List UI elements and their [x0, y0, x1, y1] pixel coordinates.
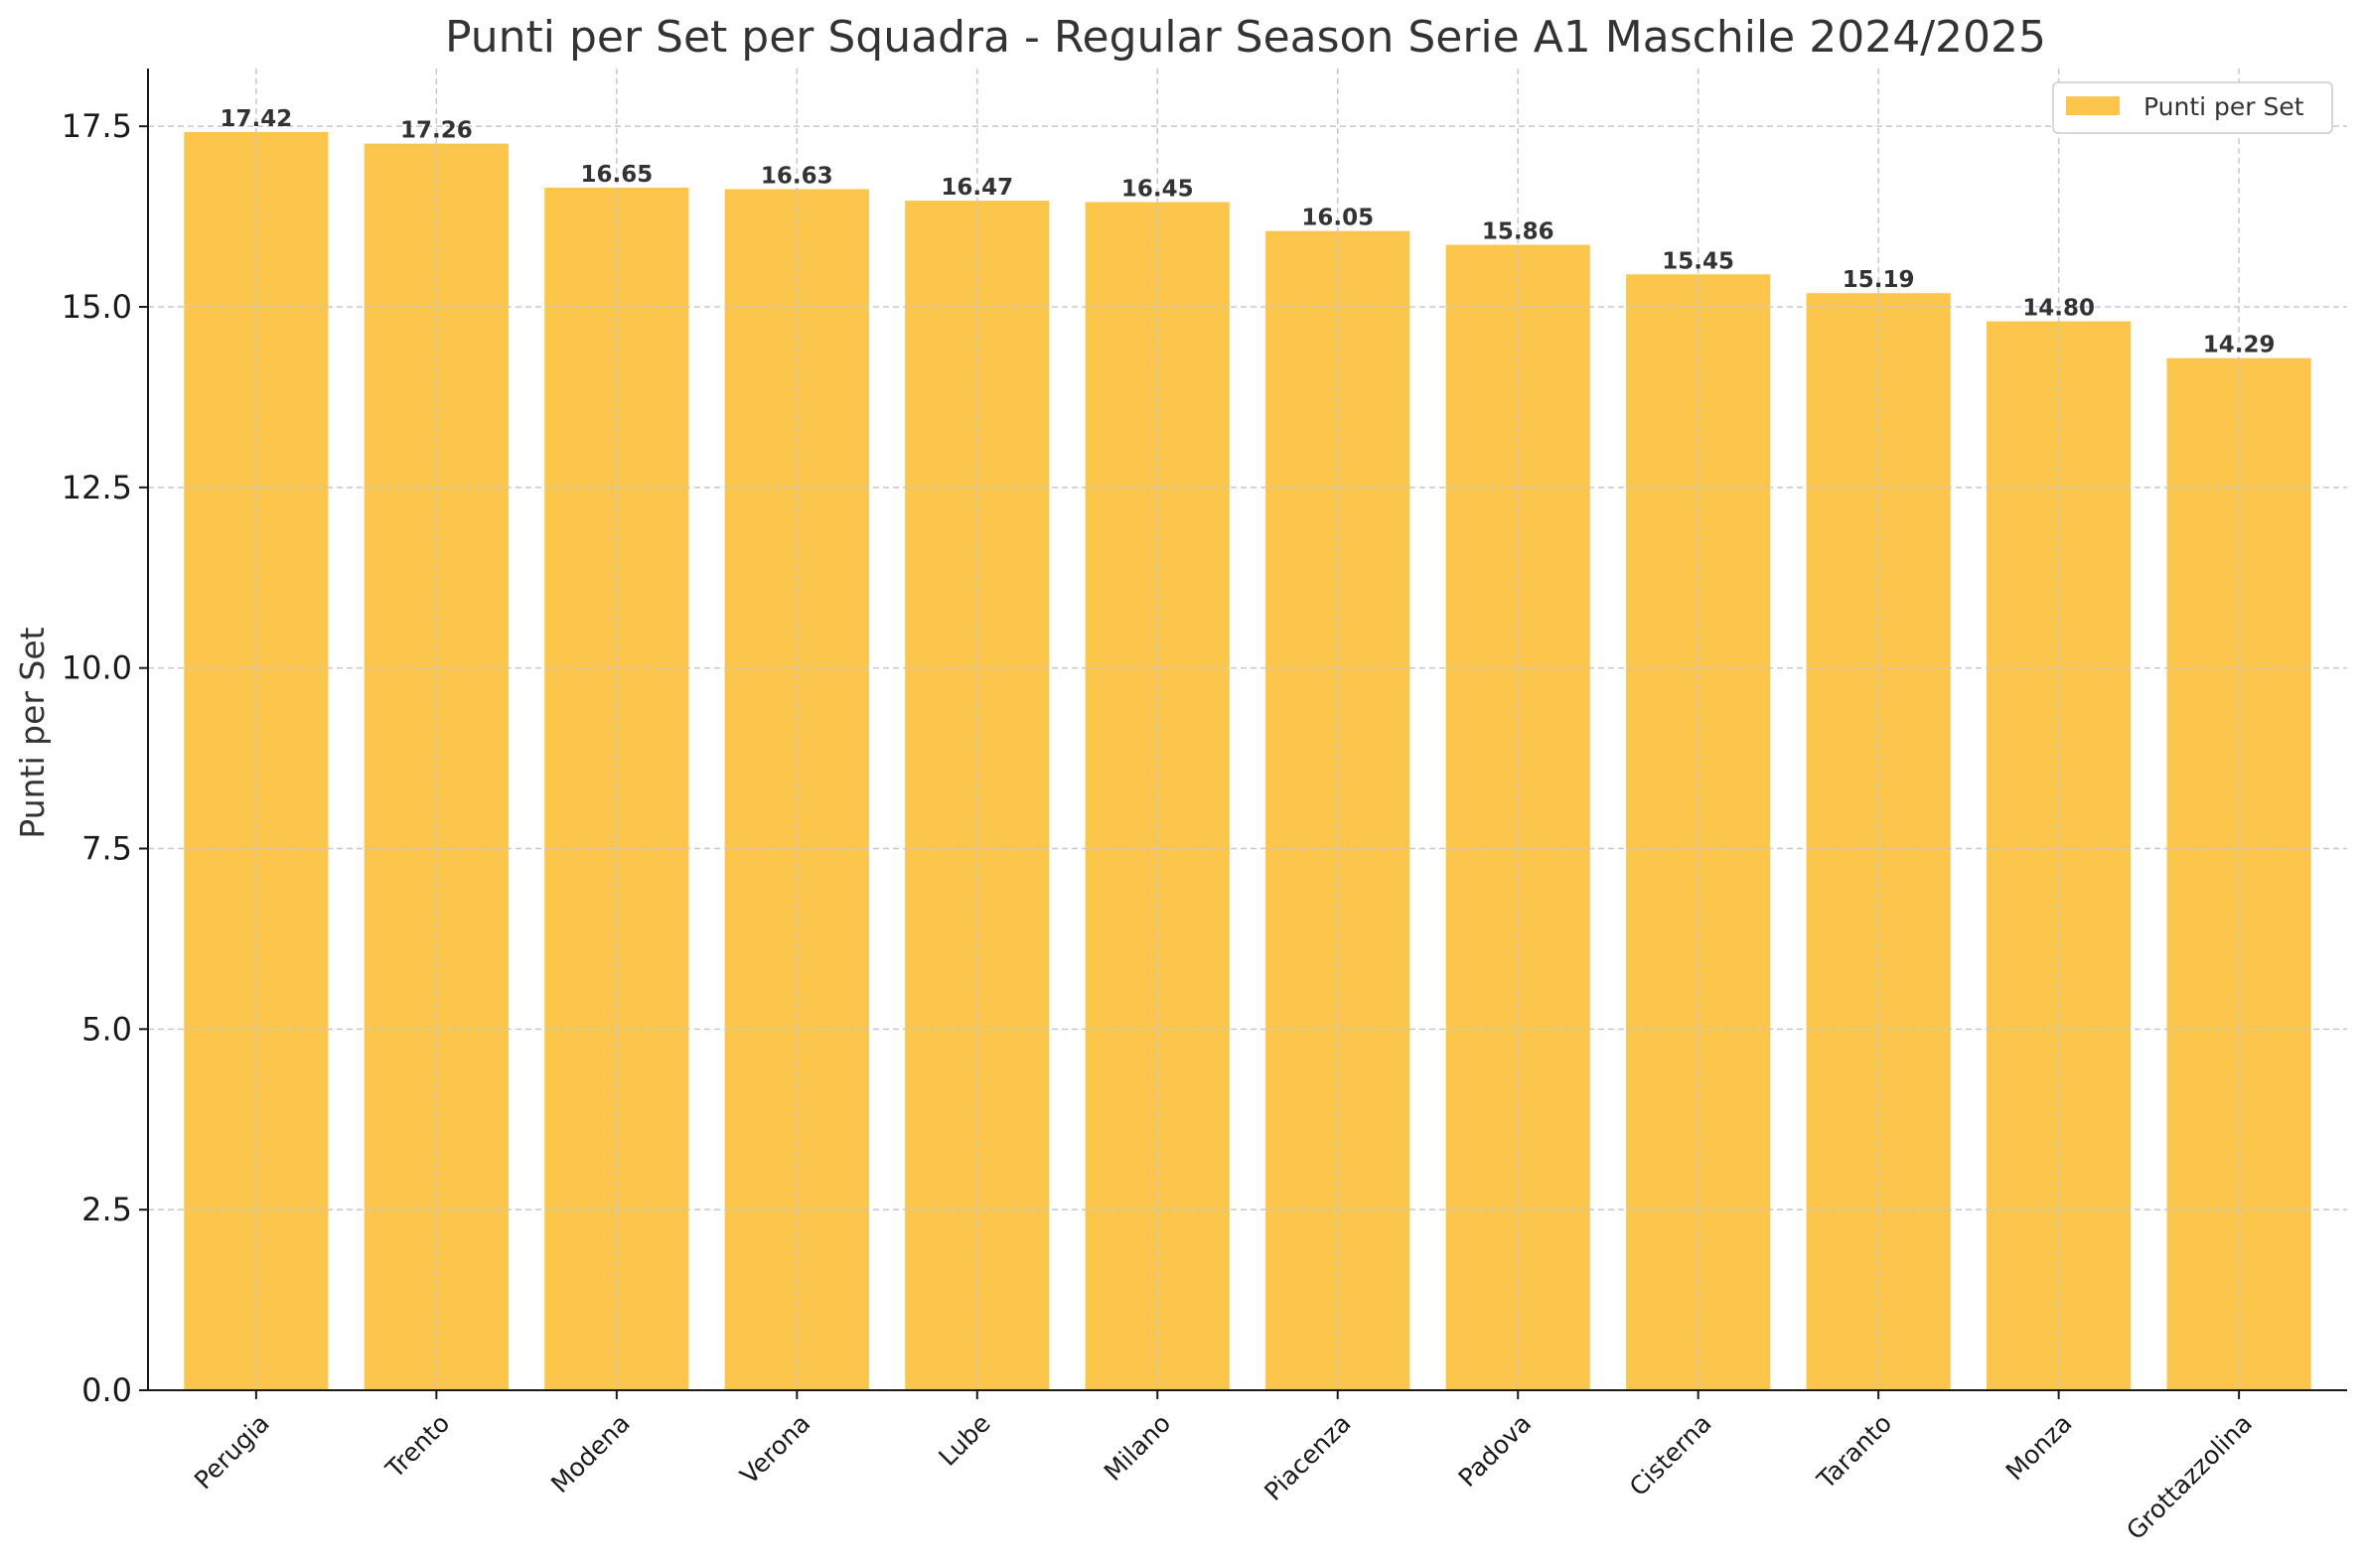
y-tick-label: 2.5 [81, 1191, 132, 1228]
value-label-milano: 16.45 [1121, 177, 1194, 203]
y-tick-label: 7.5 [81, 830, 132, 868]
bar-piacenza [1265, 230, 1410, 1390]
value-label-lube: 16.47 [941, 175, 1013, 201]
legend: Punti per Set [2052, 81, 2333, 134]
value-label-padova: 15.86 [1482, 218, 1554, 244]
x-tick-label-grottazzolina: Grottazzolina [2121, 1408, 2258, 1545]
legend-label: Punti per Set [2143, 92, 2304, 121]
value-label-piacenza: 16.05 [1301, 206, 1374, 231]
grid-lines [148, 69, 2347, 1391]
y-tick-label: 12.5 [62, 469, 132, 506]
value-label-cisterna: 15.45 [1662, 248, 1734, 274]
value-label-verona: 16.63 [761, 163, 833, 189]
bars [184, 132, 2311, 1391]
x-tick-label-lube: Lube [933, 1408, 995, 1471]
value-label-trento: 17.26 [400, 118, 473, 144]
x-tick-label-piacenza: Piacenza [1258, 1408, 1356, 1505]
value-label-modena: 16.65 [580, 162, 653, 188]
chart-title: Punti per Set per Squadra - Regular Seas… [445, 12, 2046, 63]
y-tick-label: 15.0 [62, 288, 132, 326]
y-tick-label: 17.5 [62, 107, 132, 145]
x-tick-label-milano: Milano [1099, 1408, 1176, 1486]
value-label-grottazzolina: 14.29 [2203, 333, 2276, 358]
x-tick-label-trento: Trento [379, 1408, 455, 1484]
value-label-monza: 14.80 [2022, 296, 2095, 322]
value-label-perugia: 17.42 [221, 106, 293, 132]
x-tick-label-taranto: Taranto [1811, 1408, 1897, 1495]
value-labels: 17.42 17.26 16.65 16.63 16.47 16.45 16.05 15.86… [221, 106, 2276, 358]
x-tick-label-perugia: Perugia [189, 1408, 275, 1495]
x-tick-label-cisterna: Cisterna [1624, 1408, 1717, 1501]
legend-swatch [2066, 96, 2120, 115]
y-tick-label: 0.0 [81, 1371, 132, 1409]
x-tick-label-modena: Modena [545, 1408, 636, 1498]
y-tick-label: 5.0 [81, 1010, 132, 1048]
x-tick-label-padova: Padova [1453, 1408, 1538, 1493]
x-tick-label-monza: Monza [2000, 1408, 2078, 1486]
value-label-taranto: 15.19 [1843, 267, 1915, 293]
legend-box [2052, 81, 2333, 134]
x-tick-label-verona: Verona [734, 1408, 815, 1490]
y-axis-label: Punti per Set [13, 627, 52, 838]
y-tick-label: 10.0 [62, 649, 132, 687]
